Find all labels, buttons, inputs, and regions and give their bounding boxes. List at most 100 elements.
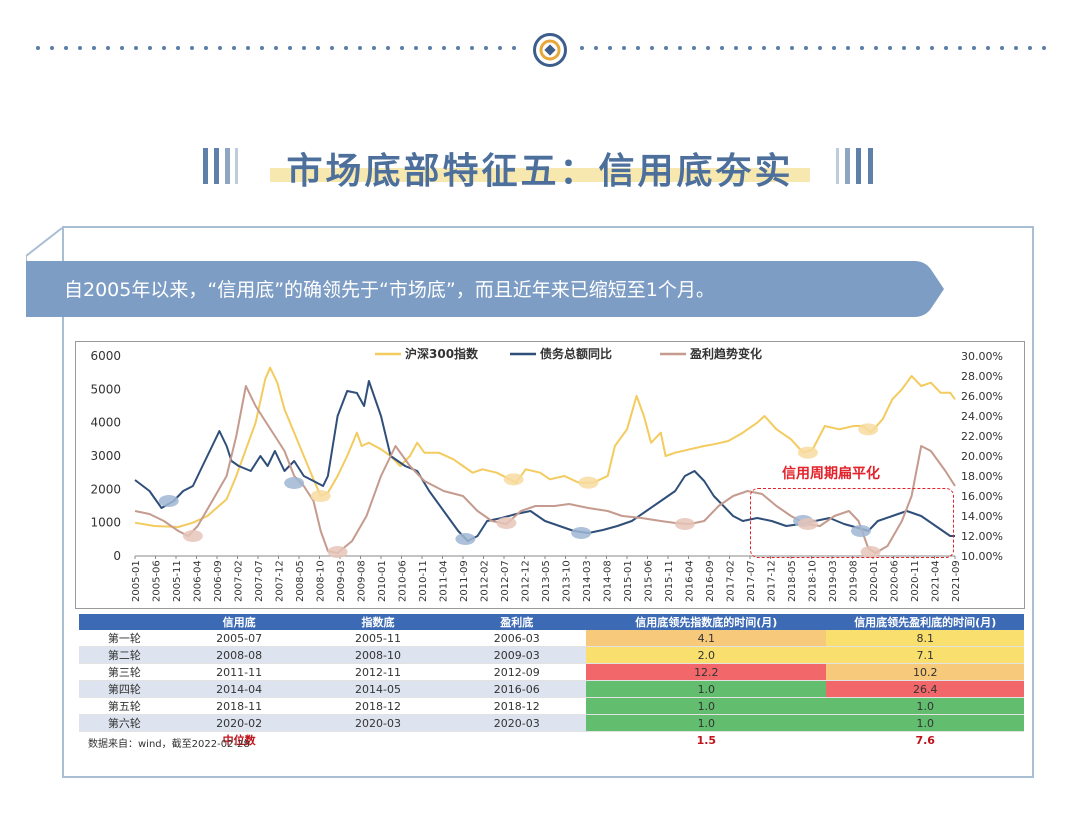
round-label: 第一轮	[79, 630, 170, 647]
x-tick-label: 2006-09	[213, 560, 224, 602]
divider-dot	[484, 46, 488, 50]
divider-dot	[218, 46, 222, 50]
divider-dot	[1028, 46, 1032, 50]
lead-index-months: 2.0	[586, 646, 827, 664]
bottom-marker	[496, 517, 517, 529]
x-tick-label: 2005-11	[172, 560, 183, 602]
x-tick-label: 2016-04	[685, 560, 696, 602]
x-tick-label: 2008-10	[316, 560, 327, 602]
median-value: 1.5	[696, 733, 717, 747]
x-tick-label: 2019-03	[828, 560, 839, 602]
lead-profit-months: 1.0	[826, 697, 1024, 715]
lead-profit-months: 10.2	[826, 663, 1024, 681]
x-tick-label: 2014-03	[582, 560, 593, 602]
logo-icon	[533, 33, 567, 67]
table-header-row: 信用底 指数底 盈利底 信用底领先指数底的时间(月) 信用底领先盈利底的时间(月…	[79, 614, 1024, 630]
divider-dot	[456, 46, 460, 50]
divider-dot	[358, 46, 362, 50]
source-note: 数据来自：wind，截至2022-02-28	[88, 739, 250, 750]
divider-dot	[134, 46, 138, 50]
divider-dot	[414, 46, 418, 50]
credit-bottom-date: 2011-11	[169, 663, 309, 681]
x-tick-label: 2009-08	[357, 560, 368, 602]
series-line-index	[134, 366, 956, 528]
left-tick-label: 2000	[90, 482, 121, 496]
x-tick-label: 2021-04	[931, 560, 942, 602]
table-row: 第二轮 2008-08 2008-10 2009-03 2.0 7.1	[79, 646, 1024, 664]
series-line-profit	[134, 385, 956, 554]
profit-bottom-date: 2012-09	[447, 663, 587, 681]
divider-dot	[622, 46, 626, 50]
right-tick-label: 16.00%	[961, 490, 1003, 503]
divider-dot	[344, 46, 348, 50]
x-tick-label: 2011-04	[439, 560, 450, 602]
divider-dot	[78, 46, 82, 50]
divider-dot	[706, 46, 710, 50]
profit-bottom-date: 2009-03	[447, 646, 587, 664]
divider-dot	[302, 46, 306, 50]
x-tick-label: 2014-08	[603, 560, 614, 602]
divider-dot	[260, 46, 264, 50]
x-tick-label: 2011-09	[459, 560, 470, 602]
x-tick-label: 2013-10	[562, 560, 573, 602]
divider-dot	[50, 46, 54, 50]
divider-dot	[650, 46, 654, 50]
bottom-marker	[182, 530, 203, 542]
bottom-marker	[571, 527, 592, 539]
bottom-marker	[455, 533, 476, 545]
divider-dot	[776, 46, 780, 50]
divider-dot	[818, 46, 822, 50]
table-header: 指数底	[308, 614, 448, 630]
divider-dot	[832, 46, 836, 50]
right-tick-label: 22.00%	[961, 430, 1003, 443]
x-tick-label: 2012-02	[480, 560, 491, 602]
x-tick-label: 2020-06	[890, 560, 901, 602]
divider-dot	[120, 46, 124, 50]
x-tick-label: 2017-07	[746, 560, 757, 602]
legend-label: 盈利趋势变化	[689, 346, 762, 361]
divider-dot	[664, 46, 668, 50]
content-frame	[62, 226, 1034, 778]
divider-dot	[972, 46, 976, 50]
index-bottom-date: 2020-03	[308, 714, 448, 732]
divider-dot	[1042, 46, 1046, 50]
annotation-box	[750, 488, 954, 558]
divider-dot	[1014, 46, 1018, 50]
bottom-marker	[158, 495, 179, 507]
lead-profit-months: 1.0	[826, 714, 1024, 732]
divider-dot	[874, 46, 878, 50]
bottom-marker	[797, 518, 818, 530]
x-tick-label: 2018-10	[808, 560, 819, 602]
right-tick-label: 20.00%	[961, 450, 1003, 463]
x-tick-label: 2013-05	[541, 560, 552, 602]
divider-dot	[176, 46, 180, 50]
divider-dot	[386, 46, 390, 50]
credit-bottom-date: 2014-04	[169, 680, 309, 698]
divider-dot	[790, 46, 794, 50]
x-tick-label: 2008-05	[295, 560, 306, 602]
table-header: 信用底领先盈利底的时间(月)	[826, 614, 1024, 630]
bottom-marker	[310, 490, 331, 502]
divider-dot	[804, 46, 808, 50]
profit-bottom-date: 2006-03	[447, 630, 587, 647]
profit-bottom-date: 2020-03	[447, 714, 587, 732]
bottom-marker	[860, 546, 881, 558]
table-row: 第五轮 2018-11 2018-12 2018-12 1.0 1.0	[79, 697, 1024, 715]
divider-dot	[636, 46, 640, 50]
divider-dot	[748, 46, 752, 50]
table-row: 第三轮 2011-11 2012-11 2012-09 12.2 10.2	[79, 663, 1024, 681]
table-row: 第六轮 2020-02 2020-03 2020-03 1.0 1.0	[79, 714, 1024, 732]
lead-index-months: 12.2	[586, 663, 827, 681]
right-tick-label: 10.00%	[961, 550, 1003, 563]
divider-dot	[330, 46, 334, 50]
title-bars-left	[203, 148, 243, 184]
divider-dot	[944, 46, 948, 50]
legend-label: 债务总额同比	[540, 346, 612, 361]
x-tick-label: 2010-01	[377, 560, 388, 602]
left-tick-label: 3000	[90, 449, 121, 463]
credit-bottom-date: 2008-08	[169, 646, 309, 664]
dots-divider-right	[580, 46, 1050, 52]
median-row: 中位数 1.5 7.6	[79, 732, 1024, 749]
divider-dot	[958, 46, 962, 50]
x-tick-label: 2017-02	[726, 560, 737, 602]
